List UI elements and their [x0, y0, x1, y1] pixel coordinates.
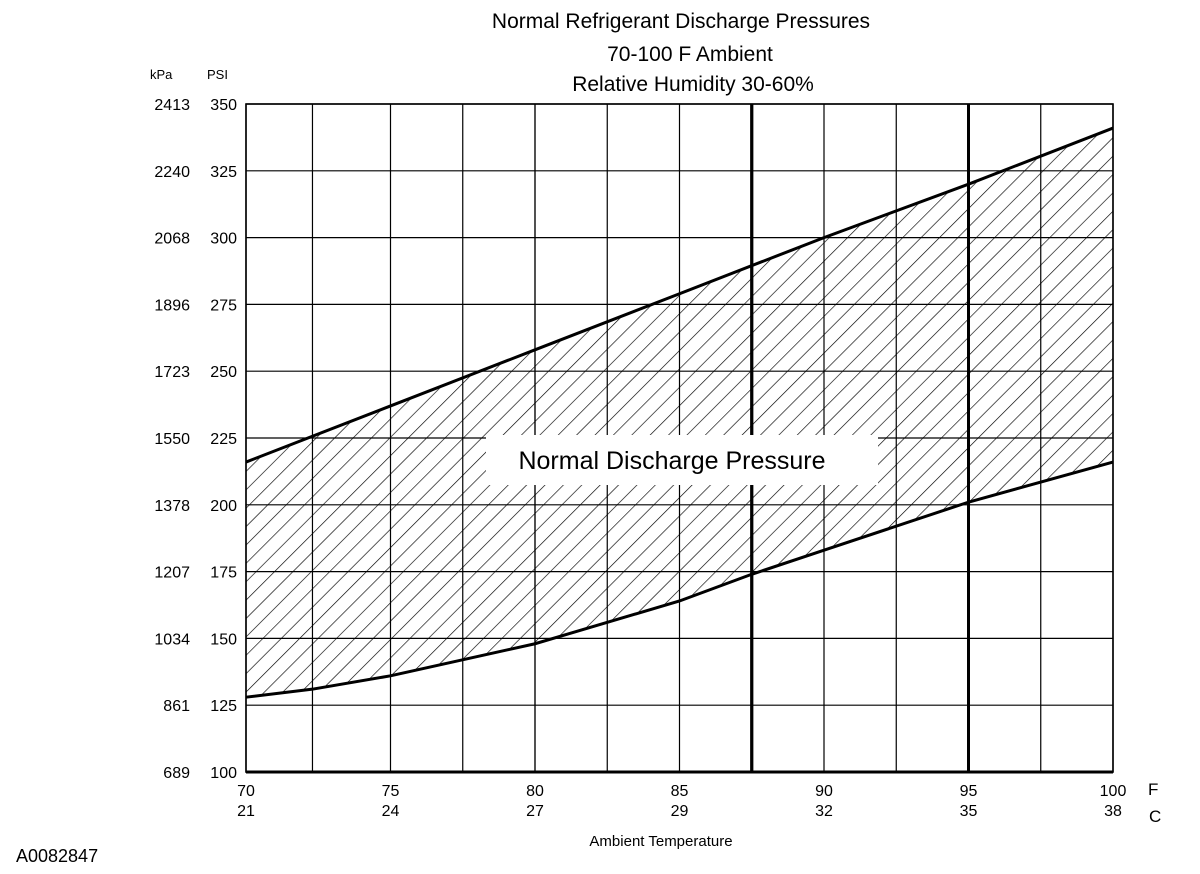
y-unit-psi: PSI: [207, 67, 228, 82]
grid-group: [245, 103, 1114, 774]
x-tick-c-24: 24: [382, 803, 400, 820]
y-tick-psi-150: 150: [210, 631, 237, 648]
band-boundaries: [245, 126, 1114, 699]
y-tick-kpa-2068: 2068: [154, 231, 190, 248]
x-tick-c-35: 35: [960, 803, 978, 820]
x-tick-c-38: 38: [1104, 803, 1122, 820]
chart-title-line-2: 70-100 F Ambient: [607, 43, 773, 66]
y-tick-kpa-2240: 2240: [154, 164, 190, 181]
y-tick-kpa-2413: 2413: [154, 97, 190, 114]
chart-title-line-3: Relative Humidity 30-60%: [572, 73, 814, 96]
y-tick-psi-325: 325: [210, 164, 237, 181]
x-unit-c: C: [1149, 807, 1161, 826]
x-axis-label: Ambient Temperature: [589, 833, 732, 850]
y-tick-kpa-1378: 1378: [154, 498, 190, 515]
figure-id: A0082847: [16, 846, 98, 866]
y-tick-psi-125: 125: [210, 698, 237, 715]
y-tick-psi-350: 350: [210, 97, 237, 114]
upper-boundary-line: [245, 126, 1114, 464]
lower-boundary-line: [245, 460, 1114, 699]
x-tick-c-27: 27: [526, 803, 544, 820]
y-tick-kpa-1207: 1207: [154, 565, 190, 582]
x-tick-f-100: 100: [1100, 783, 1127, 800]
y-tick-psi-300: 300: [210, 231, 237, 248]
y-tick-psi-225: 225: [210, 431, 237, 448]
chart-title-line-1: Normal Refrigerant Discharge Pressures: [492, 10, 870, 33]
x-unit-f: F: [1148, 780, 1158, 799]
band-label-background: [486, 435, 878, 485]
y-tick-kpa-1723: 1723: [154, 364, 190, 381]
x-tick-f-75: 75: [382, 783, 400, 800]
x-ticks: 70 21 75 24 80 27 85 29 90 32 95 35 100 38: [237, 783, 1126, 820]
y-tick-kpa-689: 689: [163, 765, 190, 782]
y-tick-psi-100: 100: [210, 765, 237, 782]
x-tick-f-95: 95: [960, 783, 978, 800]
y-tick-kpa-1896: 1896: [154, 297, 190, 314]
y-tick-psi-175: 175: [210, 565, 237, 582]
x-tick-f-70: 70: [237, 783, 255, 800]
band-label: Normal Discharge Pressure: [518, 447, 825, 475]
y-tick-psi-200: 200: [210, 498, 237, 515]
y-tick-kpa-1550: 1550: [154, 431, 190, 448]
y-ticks: 689 100 861 125 1034 150 1207 175 1378 200 1550 225…: [154, 97, 237, 782]
y-tick-kpa-861: 861: [163, 698, 190, 715]
y-unit-kpa: kPa: [150, 67, 173, 82]
y-tick-kpa-1034: 1034: [154, 631, 190, 648]
x-tick-c-21: 21: [237, 803, 255, 820]
x-tick-c-29: 29: [671, 803, 689, 820]
x-tick-f-85: 85: [671, 783, 689, 800]
x-tick-c-32: 32: [815, 803, 833, 820]
y-tick-psi-250: 250: [210, 364, 237, 381]
x-tick-f-90: 90: [815, 783, 833, 800]
y-tick-psi-275: 275: [210, 297, 237, 314]
x-tick-f-80: 80: [526, 783, 544, 800]
